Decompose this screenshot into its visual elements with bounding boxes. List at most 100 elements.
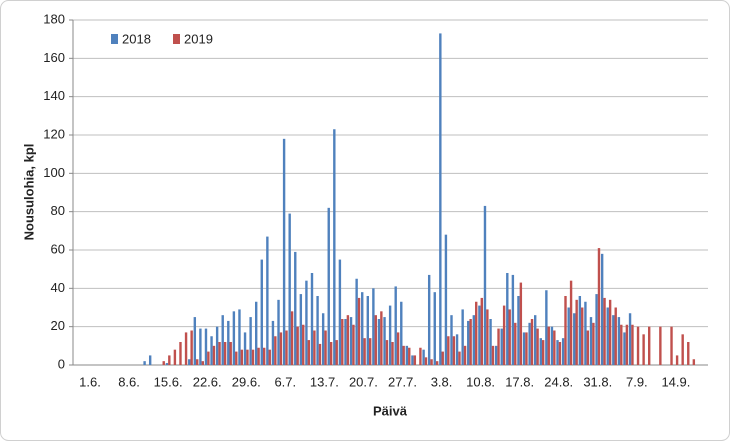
- bar: [333, 129, 336, 365]
- bar: [266, 236, 269, 365]
- bar: [372, 288, 375, 365]
- bar: [450, 315, 453, 365]
- bar: [455, 334, 459, 365]
- x-tick-label: 14.9.: [661, 374, 690, 389]
- bar: [608, 299, 612, 365]
- bar: [383, 317, 386, 365]
- bar: [452, 336, 456, 365]
- bar: [670, 326, 673, 365]
- x-tick-label: 10.8.: [466, 374, 495, 389]
- bar: [575, 299, 578, 365]
- bar: [475, 301, 478, 365]
- bar: [221, 315, 224, 365]
- bar: [310, 273, 314, 365]
- bar: [541, 340, 545, 365]
- bar: [165, 363, 169, 365]
- bar: [584, 301, 587, 365]
- x-tick-label: 13.7.: [310, 374, 339, 389]
- bar: [173, 349, 177, 365]
- bar: [589, 317, 593, 365]
- bar: [620, 324, 623, 365]
- bar: [530, 319, 534, 365]
- bar: [606, 307, 609, 365]
- bar: [307, 340, 311, 365]
- bar: [439, 33, 442, 366]
- bar: [408, 347, 411, 365]
- bar: [603, 297, 606, 365]
- bar: [631, 324, 634, 365]
- bar: [207, 351, 210, 365]
- bar: [285, 330, 288, 365]
- y-tick-label: 0: [58, 356, 65, 371]
- bar: [352, 324, 355, 365]
- bar: [692, 359, 696, 365]
- bar: [324, 330, 327, 365]
- bar: [419, 347, 422, 365]
- bar: [257, 347, 260, 365]
- x-tick-label: 1.6.: [79, 374, 101, 389]
- bar: [374, 315, 377, 365]
- bar: [497, 328, 500, 365]
- bar: [519, 282, 523, 365]
- bar: [388, 305, 392, 365]
- bar: [558, 342, 562, 365]
- bar: [179, 342, 182, 365]
- bar: [427, 274, 431, 365]
- bar: [262, 347, 266, 365]
- bar: [268, 349, 271, 365]
- bar: [282, 138, 286, 365]
- bar: [556, 340, 559, 365]
- bar: [511, 274, 515, 365]
- y-tick-label: 160: [43, 50, 65, 65]
- bar: [617, 317, 621, 365]
- bar: [394, 286, 397, 365]
- bar: [204, 328, 208, 365]
- bar: [547, 326, 550, 365]
- y-tick-label: 180: [43, 11, 65, 26]
- bar: [199, 328, 202, 365]
- bar: [480, 297, 483, 365]
- x-tick-label: 8.6.: [118, 374, 140, 389]
- x-tick-label: 24.8.: [544, 374, 573, 389]
- bar: [251, 349, 255, 365]
- x-tick-label: 17.8.: [505, 374, 534, 389]
- bar: [525, 332, 528, 365]
- bar: [424, 357, 428, 365]
- bar: [377, 319, 381, 365]
- bar: [402, 345, 405, 365]
- bar: [581, 307, 584, 365]
- bar: [190, 330, 193, 365]
- bar: [232, 311, 236, 365]
- bar: [553, 330, 556, 365]
- y-axis-label: Nousulohia, kpl: [21, 144, 36, 241]
- bar: [338, 259, 342, 365]
- bar: [623, 332, 626, 365]
- bar: [355, 278, 358, 365]
- x-tick-label: 15.6.: [154, 374, 183, 389]
- y-tick-label: 60: [51, 241, 65, 256]
- bar: [405, 345, 409, 365]
- bar: [240, 349, 244, 365]
- bar: [573, 313, 576, 365]
- bar: [447, 336, 450, 365]
- bar: [288, 213, 291, 365]
- bar: [469, 319, 472, 365]
- bar: [361, 292, 364, 365]
- bar: [625, 324, 629, 365]
- bar: [318, 343, 322, 365]
- bar: [229, 342, 232, 365]
- bar: [349, 317, 353, 365]
- bar: [430, 359, 433, 365]
- bar: [595, 294, 598, 365]
- bar: [545, 290, 548, 365]
- bar: [411, 355, 414, 365]
- bar: [299, 294, 303, 365]
- bar: [238, 309, 241, 365]
- bar: [223, 342, 227, 365]
- bar: [444, 234, 448, 365]
- bar: [260, 259, 263, 365]
- bar: [196, 359, 199, 365]
- bar: [483, 205, 487, 365]
- bar: [508, 309, 511, 365]
- bar: [502, 305, 506, 365]
